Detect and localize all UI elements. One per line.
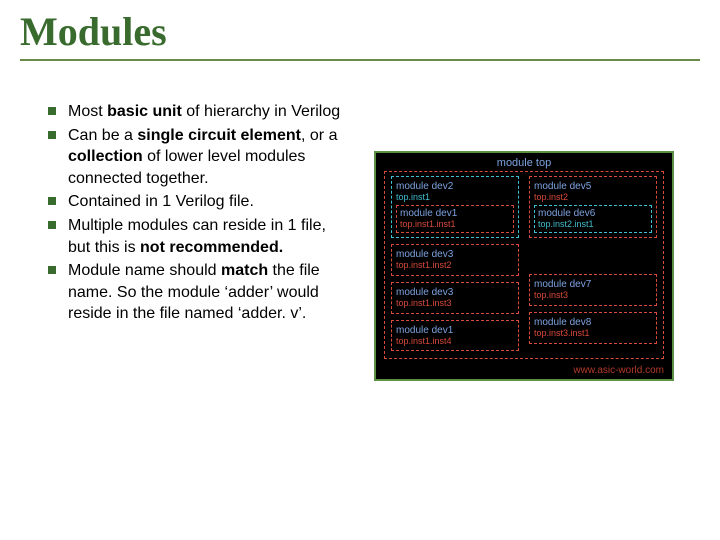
module-box-dev6-inner: module dev6 top.inst2.inst1 [534, 205, 652, 233]
module-box-dev3: module dev3 top.inst1.inst2 [391, 244, 519, 276]
slide: Modules Most basic unit of hierarchy in … [0, 0, 720, 540]
module-path: top.inst3 [534, 291, 652, 301]
bold-text: basic unit [107, 103, 182, 120]
diagram-watermark: www.asic-world.com [573, 365, 664, 376]
bold-text: not recommended. [140, 239, 283, 256]
diagram-top-label: module top [376, 157, 672, 169]
module-hierarchy-diagram: module top module dev2 top.inst1 module … [374, 151, 674, 381]
text: , or a [301, 127, 337, 144]
module-title: module dev8 [534, 317, 652, 328]
module-path: top.inst2.inst1 [538, 220, 648, 230]
module-path: top.inst1.inst3 [396, 299, 514, 309]
text: Module name should [68, 262, 221, 279]
module-box-dev7: module dev7 top.inst3 [529, 274, 657, 306]
module-box-dev3b: module dev3 top.inst1.inst3 [391, 282, 519, 314]
text: of hierarchy in Verilog [182, 103, 340, 120]
module-box-dev2: module dev2 top.inst1 module dev1 top.in… [391, 176, 519, 238]
module-path: top.inst2 [534, 193, 652, 203]
module-title: module dev2 [396, 181, 514, 192]
list-item: Can be a single circuit element, or a co… [48, 125, 350, 190]
list-item: Contained in 1 Verilog file. [48, 191, 350, 213]
module-box-dev5: module dev5 top.inst2 module dev6 top.in… [529, 176, 657, 238]
diagram-outer-border: module dev2 top.inst1 module dev1 top.in… [384, 171, 664, 359]
module-title: module dev3 [396, 249, 514, 260]
text: Contained in 1 Verilog file. [68, 193, 254, 210]
module-title: module dev1 [396, 325, 514, 336]
spacer [529, 244, 657, 274]
bold-text: single circuit element [137, 127, 301, 144]
bullet-list: Most basic unit of hierarchy in Verilog … [20, 101, 350, 381]
module-title: module dev3 [396, 287, 514, 298]
diagram-container: module top module dev2 top.inst1 module … [374, 151, 674, 381]
list-item: Multiple modules can reside in 1 file, b… [48, 215, 350, 258]
text: Most [68, 103, 107, 120]
diagram-left-column: module dev2 top.inst1 module dev1 top.in… [391, 176, 519, 357]
module-title: module dev1 [400, 208, 510, 219]
module-path: top.inst3.inst1 [534, 329, 652, 339]
list-item: Most basic unit of hierarchy in Verilog [48, 101, 350, 123]
list-item: Module name should match the file name. … [48, 260, 350, 325]
module-title: module dev5 [534, 181, 652, 192]
module-path: top.inst1.inst1 [400, 220, 510, 230]
module-title: module dev7 [534, 279, 652, 290]
module-box-dev1-inner: module dev1 top.inst1.inst1 [396, 205, 514, 233]
bold-text: match [221, 262, 268, 279]
module-title: module dev6 [538, 208, 648, 219]
page-title: Modules [20, 8, 700, 61]
module-path: top.inst1 [396, 193, 514, 203]
module-path: top.inst1.inst4 [396, 337, 514, 347]
module-path: top.inst1.inst2 [396, 261, 514, 271]
module-box-dev8: module dev8 top.inst3.inst1 [529, 312, 657, 344]
diagram-right-column: module dev5 top.inst2 module dev6 top.in… [529, 176, 657, 350]
bold-text: collection [68, 148, 143, 165]
module-box-dev1b: module dev1 top.inst1.inst4 [391, 320, 519, 352]
content-row: Most basic unit of hierarchy in Verilog … [20, 101, 700, 381]
text: Can be a [68, 127, 137, 144]
